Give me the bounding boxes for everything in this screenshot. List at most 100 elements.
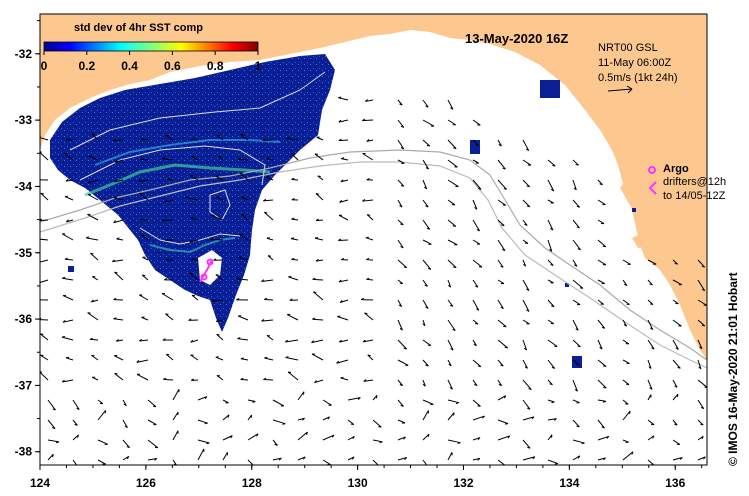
current-vector <box>472 319 479 325</box>
current-vector <box>572 455 581 461</box>
current-vector <box>338 139 349 142</box>
current-vector-head <box>113 317 117 320</box>
current-vector <box>216 319 224 323</box>
current-vector <box>572 299 581 306</box>
current-vector <box>397 139 405 150</box>
current-vector <box>264 298 274 301</box>
current-vector-head <box>500 306 504 310</box>
current-vector-head <box>338 138 342 142</box>
current-vector <box>447 139 457 149</box>
sst-patch <box>572 356 582 368</box>
sst-patch <box>632 208 636 212</box>
current-vector-head <box>112 138 116 141</box>
current-vector <box>141 316 149 321</box>
current-vector <box>141 274 149 281</box>
sst-high-variance-band <box>84 163 271 197</box>
current-vector <box>241 213 249 221</box>
current-vector <box>162 158 174 161</box>
colorbar-ticks: 0 0.2 0.4 0.6 0.8 1 <box>41 51 262 73</box>
current-vector-head <box>425 105 429 108</box>
current-vector <box>163 378 174 381</box>
current-vector <box>347 435 355 441</box>
current-vector-head <box>573 187 577 191</box>
current-vector <box>547 379 553 386</box>
current-vector <box>264 357 274 361</box>
current-vector-head <box>498 383 502 387</box>
current-vector <box>362 119 374 122</box>
current-vector <box>237 158 249 161</box>
current-vector <box>497 419 509 425</box>
current-vector-head <box>477 457 481 461</box>
current-vector <box>340 299 349 303</box>
current-vector <box>397 359 409 366</box>
current-vector <box>472 339 477 346</box>
current-vector <box>72 419 78 426</box>
current-vector <box>363 379 374 382</box>
current-vector <box>472 359 482 368</box>
current-vector <box>622 299 630 305</box>
current-vector-head <box>163 377 167 380</box>
current-vector-head <box>191 137 195 140</box>
current-vector-head <box>581 442 585 445</box>
current-vector <box>113 219 124 224</box>
x-tick-label: 128 <box>242 476 262 490</box>
current-vector-head <box>240 357 244 360</box>
current-vector-head <box>209 237 214 240</box>
current-vector-head <box>230 435 233 439</box>
current-vector-head <box>427 468 430 469</box>
current-vector <box>347 419 355 425</box>
current-vector <box>647 435 655 441</box>
current-vector <box>240 378 249 381</box>
current-vector <box>697 259 706 268</box>
current-vector-head <box>65 356 70 359</box>
current-vector <box>447 359 452 367</box>
current-vector-head <box>502 248 506 252</box>
current-vector <box>189 175 199 181</box>
current-vector <box>522 339 528 351</box>
current-vector-head <box>152 405 157 408</box>
current-vector <box>497 179 507 190</box>
current-vector-head <box>87 180 91 184</box>
current-vector-head <box>453 147 457 150</box>
current-vector <box>337 315 349 321</box>
current-vector <box>422 339 432 346</box>
current-vector <box>597 435 610 441</box>
current-vector <box>61 233 74 241</box>
current-vector <box>272 439 278 446</box>
current-vector <box>240 133 249 141</box>
current-vector-head <box>425 167 429 170</box>
current-vector-head <box>366 178 370 181</box>
current-vector-head <box>313 291 317 293</box>
current-vector <box>447 319 456 331</box>
current-vector <box>697 435 704 441</box>
current-vector-head <box>455 402 459 404</box>
current-vector <box>547 434 553 441</box>
current-vector-head <box>631 451 634 455</box>
current-vector-head <box>241 213 245 216</box>
current-vector-head <box>427 433 430 438</box>
current-vector <box>522 399 531 410</box>
current-vector <box>447 159 458 168</box>
argo-float-marker[interactable] <box>206 258 214 266</box>
current-vector-head <box>362 118 366 122</box>
argo-float-marker[interactable] <box>200 273 208 281</box>
current-vector-head <box>399 205 403 208</box>
current-vector-head <box>448 363 452 367</box>
argo-float-marker[interactable] <box>648 166 656 174</box>
current-vector-head <box>366 139 370 142</box>
model-time: 11-May 06:00Z <box>598 57 671 69</box>
current-vector-head <box>448 284 451 288</box>
current-vector <box>597 319 606 329</box>
current-vector <box>447 99 454 110</box>
current-vector <box>237 338 249 341</box>
current-vector <box>372 459 379 465</box>
current-vector <box>522 319 530 325</box>
current-vector-head <box>37 281 39 283</box>
current-vector <box>261 279 274 282</box>
current-vector <box>597 259 607 266</box>
current-vector-head <box>700 406 704 410</box>
current-vector-head <box>311 340 315 343</box>
current-vector <box>547 418 557 421</box>
current-vector-head <box>278 457 282 461</box>
current-vector <box>91 133 99 141</box>
